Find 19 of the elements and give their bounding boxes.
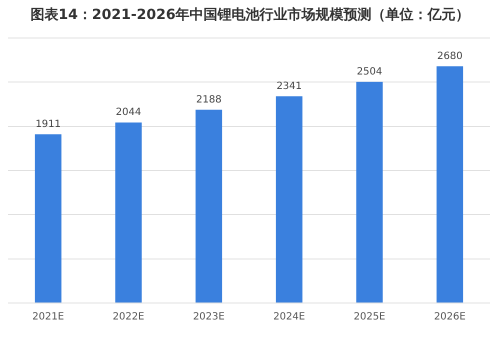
bar bbox=[115, 122, 142, 302]
data-label: 2188 bbox=[196, 94, 222, 106]
x-tick-label: 2024E bbox=[273, 312, 306, 323]
x-tick-label: 2022E bbox=[112, 312, 144, 323]
data-label: 2680 bbox=[437, 50, 463, 62]
x-tick-label: 2021E bbox=[32, 312, 64, 323]
x-tick-label: 2026E bbox=[434, 312, 466, 323]
chart-title: 图表14：2021-2026年中国锂电池行业市场规模预测（单位：亿元） bbox=[29, 6, 471, 25]
data-label: 2504 bbox=[356, 66, 382, 78]
bar bbox=[436, 66, 464, 302]
bar bbox=[34, 134, 62, 302]
bar bbox=[356, 82, 383, 302]
bar bbox=[196, 110, 222, 302]
data-label: 2044 bbox=[116, 107, 142, 118]
x-tick-label: 2025E bbox=[354, 312, 386, 323]
data-label: 2341 bbox=[276, 80, 302, 92]
data-label: 1911 bbox=[35, 118, 61, 130]
bar bbox=[276, 96, 302, 302]
x-tick-label: 2023E bbox=[192, 312, 225, 323]
